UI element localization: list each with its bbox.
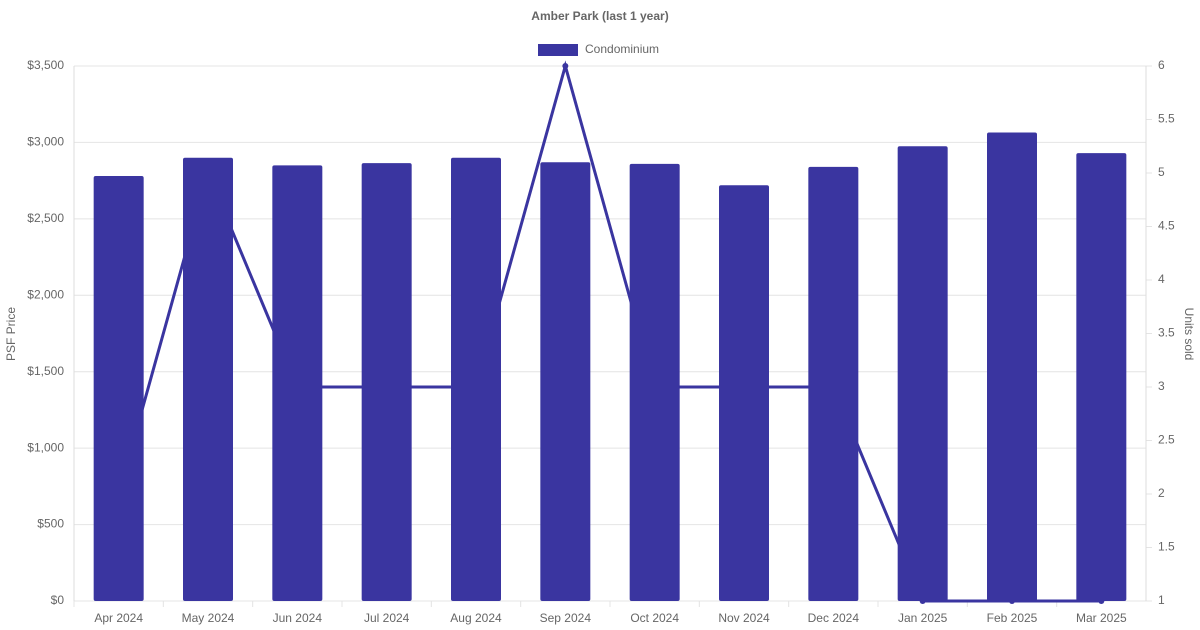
- bar: [897, 146, 948, 601]
- y2-tick-label: 3.5: [1158, 326, 1175, 340]
- y2-tick-label: 2: [1158, 486, 1165, 500]
- x-tick-label: Feb 2025: [987, 611, 1038, 625]
- bar: [272, 165, 323, 601]
- bar: [361, 163, 412, 602]
- x-tick-label: Apr 2024: [94, 611, 143, 625]
- y-tick-label: $500: [37, 517, 64, 531]
- legend-swatch: [538, 44, 578, 56]
- line-point: [562, 63, 569, 69]
- x-tick-label: Aug 2024: [450, 611, 502, 625]
- line: [117, 60, 1102, 603]
- bar: [987, 132, 1037, 601]
- y2-tick-label: 1: [1158, 593, 1165, 607]
- x-tick-label: Oct 2024: [630, 611, 679, 625]
- bar: [808, 166, 859, 601]
- x-tick-label: Nov 2024: [718, 611, 770, 625]
- y-tick-label: $3,500: [27, 58, 64, 72]
- y2-tick-label: 3: [1158, 379, 1165, 393]
- bar: [183, 157, 233, 601]
- y-tick-label: $3,000: [27, 135, 64, 149]
- x-tick-label: May 2024: [182, 611, 235, 625]
- y2-tick-label: 4: [1158, 272, 1165, 286]
- x-tick-label: Jan 2025: [898, 611, 948, 625]
- chart-title: Amber Park (last 1 year): [531, 9, 668, 23]
- y2-tick-label: 2.5: [1158, 433, 1175, 447]
- bar: [93, 176, 144, 602]
- y-tick-label: $1,500: [27, 364, 64, 378]
- x-tick-label: Jun 2024: [273, 611, 323, 625]
- bar: [451, 157, 501, 601]
- y-tick-label: $2,500: [27, 211, 64, 225]
- y2-tick-label: 5.5: [1158, 112, 1175, 126]
- y2-tick-label: 4.5: [1158, 219, 1175, 233]
- y2-tick-label: 6: [1158, 58, 1165, 72]
- y2-axis-title: Units sold: [1182, 308, 1196, 361]
- bar: [540, 162, 591, 602]
- y-tick-label: $2,000: [27, 287, 64, 301]
- y-tick-label: $0: [51, 593, 65, 607]
- y-axis-title: PSF Price: [4, 307, 18, 361]
- y2-tick-label: 5: [1158, 165, 1165, 179]
- x-tick-label: Mar 2025: [1076, 611, 1127, 625]
- bar: [719, 185, 769, 601]
- x-tick-label: Jul 2024: [364, 611, 410, 625]
- legend-label: Condominium: [585, 42, 659, 56]
- y-tick-label: $1,000: [27, 440, 64, 454]
- x-tick-label: Sep 2024: [540, 611, 592, 625]
- bar: [629, 163, 680, 602]
- x-tick-label: Dec 2024: [808, 611, 860, 625]
- bar: [1076, 153, 1127, 601]
- y2-tick-label: 1.5: [1158, 540, 1175, 554]
